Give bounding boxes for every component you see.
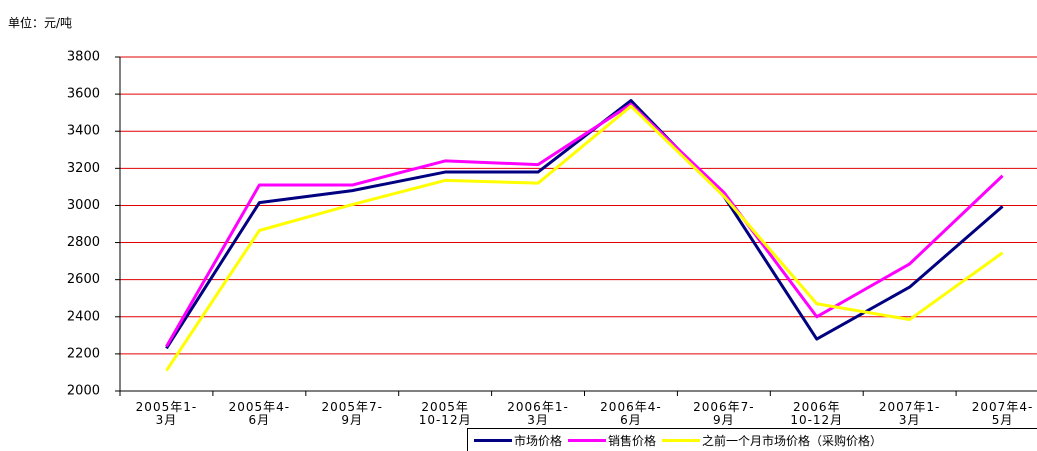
unit-label: 单位：元/吨 [8, 16, 73, 30]
x-tick-label: 2006年7- 9月 [693, 400, 755, 427]
legend-item: 市场价格 [474, 432, 562, 449]
legend: 市场价格 销售价格 之前一个月市场价格（采购价格） [467, 428, 1037, 451]
legend-label: 之前一个月市场价格（采购价格） [702, 434, 883, 448]
y-tick-label: 2800 [67, 235, 100, 250]
series-line [165, 99, 1004, 350]
y-tick-label: 3200 [67, 161, 100, 176]
x-tick-label: 2006年 10-12月 [790, 400, 844, 427]
x-tick-label: 2005年 10-12月 [418, 400, 472, 427]
y-tick-label: 2200 [67, 346, 100, 361]
x-tick-label: 2007年4- 5月 [971, 400, 1034, 427]
x-tick-label: 2005年7- 9月 [321, 400, 383, 427]
x-tick-label: 2006年1- 3月 [507, 400, 569, 427]
legend-label: 市场价格 [514, 434, 563, 448]
series-line [165, 102, 1004, 348]
legend-label: 销售价格 [608, 434, 657, 448]
y-tick-label: 3600 [67, 87, 100, 102]
x-tick-label: 2007年1- 3月 [878, 400, 941, 427]
legend-swatch [568, 439, 607, 442]
y-tick-label: 2600 [67, 272, 100, 287]
legend-item: 之前一个月市场价格（采购价格） [662, 432, 882, 449]
y-tick-label: 3400 [67, 124, 100, 139]
legend-item: 销售价格 [568, 432, 656, 449]
x-tick-label: 2005年1- 3月 [135, 400, 198, 427]
series-line [165, 104, 1004, 372]
x-tick-label: 2005年4- 6月 [228, 400, 291, 427]
y-tick-label: 3800 [67, 50, 100, 65]
y-tick-label: 3000 [67, 198, 100, 213]
legend-swatch [474, 439, 512, 442]
y-tick-label: 2000 [67, 384, 100, 399]
y-tick-label: 2400 [67, 309, 100, 324]
x-tick-label: 2006年4- 6月 [600, 400, 662, 427]
legend-swatch [662, 439, 701, 442]
